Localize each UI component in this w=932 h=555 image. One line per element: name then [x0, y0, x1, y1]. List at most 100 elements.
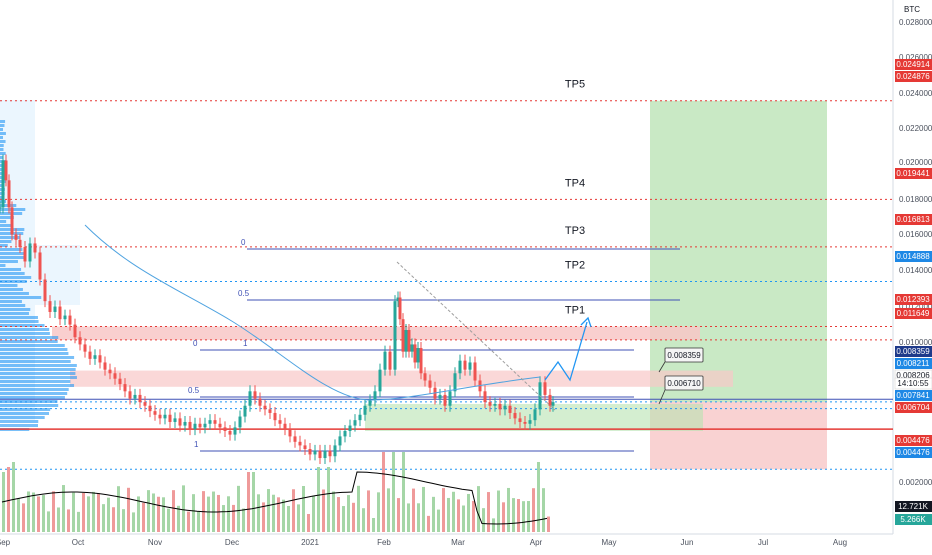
candle-body	[503, 405, 507, 410]
candle-body	[93, 355, 97, 359]
volume-bar	[447, 497, 450, 532]
volume-profile-bar	[0, 268, 22, 271]
volume-profile-bar	[0, 420, 39, 423]
price-tick-label: 0.010000	[899, 338, 932, 347]
volume-ma-line	[1, 471, 548, 525]
volume-tag-label: 5.266K	[900, 515, 926, 524]
candle-body	[123, 384, 127, 392]
volume-profile-bar	[0, 312, 29, 315]
volume-bar	[332, 491, 335, 532]
price-tag	[895, 402, 932, 413]
time-tick-label: Feb	[377, 538, 391, 547]
candle-body	[463, 360, 467, 370]
candle-body	[243, 405, 247, 417]
price-tag-label: 0.008359	[896, 347, 930, 356]
volume-bar	[167, 508, 170, 532]
candle-body	[183, 421, 187, 426]
volume-profile-bar	[0, 292, 29, 295]
candle-body	[78, 337, 82, 345]
volume-bar	[432, 496, 435, 532]
moving-average-line	[84, 224, 541, 401]
time-tick-label: Nov	[148, 538, 162, 547]
volume-bar	[187, 511, 190, 532]
candle-body	[43, 279, 47, 302]
candle-body	[53, 306, 57, 312]
candle-body	[193, 423, 197, 430]
volume-bar	[292, 489, 295, 532]
price-axis-background	[893, 0, 932, 550]
volume-bar	[227, 496, 230, 532]
volume-profile-bar	[0, 272, 25, 275]
price-tag	[895, 390, 932, 401]
volume-profile-bar	[0, 332, 50, 335]
candle-body	[308, 449, 312, 455]
candle-body	[493, 403, 497, 406]
volume-profile-bar	[0, 336, 59, 339]
volume-profile-bar	[0, 248, 23, 251]
volume-profile-bar	[0, 256, 25, 259]
volume-bar	[42, 495, 45, 532]
volume-profile-bar	[0, 244, 8, 247]
volume-bar	[312, 495, 315, 532]
price-tag-label: 0.019441	[896, 169, 930, 178]
volume-profile-bar	[0, 280, 27, 283]
candle-body	[278, 420, 282, 424]
volume-profile-bar	[0, 216, 14, 219]
volume-bar	[232, 504, 235, 532]
volume-bar	[217, 494, 220, 532]
volume-bar	[157, 496, 160, 532]
candle-body	[468, 362, 472, 370]
volume-profile-bar	[0, 412, 50, 415]
volume-profile-bar	[0, 328, 50, 331]
candle-body	[148, 405, 152, 412]
volume-profile-bar	[0, 136, 3, 139]
volume-bar	[337, 497, 340, 532]
volume-bar	[302, 486, 305, 532]
price-tag	[895, 71, 932, 82]
volume-bar	[502, 502, 505, 532]
price-tag	[895, 308, 932, 319]
price-tag-label: 0.016813	[896, 215, 930, 224]
fib-label: 0	[241, 238, 246, 247]
volume-bar	[127, 487, 130, 532]
candle-body	[178, 418, 182, 426]
annotation-layer: 0.008359 0.006710	[396, 261, 704, 411]
candle-body	[283, 423, 287, 430]
volume-bar	[252, 472, 255, 532]
volume-bar	[92, 491, 95, 532]
volume-bar	[497, 490, 500, 532]
volume-bar	[67, 509, 70, 532]
volume-profile-bar	[0, 236, 20, 239]
volume-profile-bar	[0, 408, 51, 411]
candle-body	[363, 405, 367, 415]
candle-body	[443, 394, 447, 406]
price-callout-label: 0.006710	[667, 379, 701, 388]
volume-bar	[397, 498, 400, 532]
volume-bar	[272, 494, 275, 532]
volume-profile-bar	[0, 300, 22, 303]
volume-bar	[407, 503, 410, 532]
volume-bar	[507, 487, 510, 532]
volume-profile-bar	[0, 132, 6, 135]
candle-body	[488, 402, 492, 406]
volume-profile-bar	[0, 348, 68, 351]
candle-body	[438, 394, 442, 399]
price-tag	[895, 168, 932, 179]
price-callout-label: 0.008359	[667, 351, 701, 360]
volume-bar	[392, 452, 395, 532]
volume-bar	[122, 509, 125, 532]
price-tick-label: 0.016000	[899, 230, 932, 239]
price-tag-label: 0.024876	[896, 72, 930, 81]
volume-bar	[257, 494, 260, 532]
resistance-zone-lower	[70, 370, 733, 387]
candle-body	[168, 414, 172, 422]
candle-body	[33, 243, 37, 253]
volume-profile-bar	[0, 372, 76, 375]
candle-body	[353, 420, 357, 426]
price-callout	[664, 375, 704, 391]
volume-bar	[152, 493, 155, 532]
trend-line	[396, 261, 556, 411]
volume-profile-bar	[0, 380, 71, 383]
